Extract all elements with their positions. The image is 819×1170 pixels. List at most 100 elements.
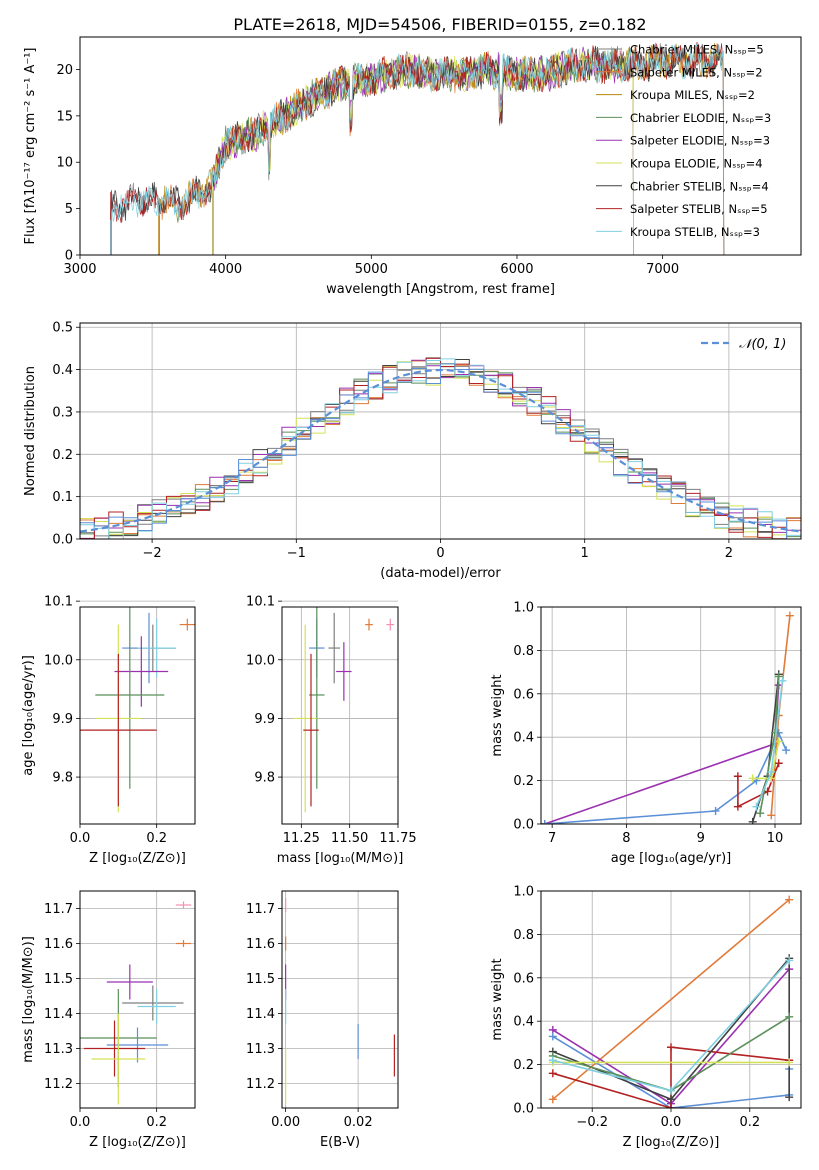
plot-area — [80, 357, 801, 539]
y-tick-label: 11.4 — [44, 1007, 73, 1022]
axes-frame — [79, 890, 196, 1109]
weight-marker — [733, 772, 742, 781]
y-tick-label: 0.0 — [513, 1102, 534, 1117]
y-tick-label: 10.0 — [246, 653, 275, 668]
y-tick-label: 0.6 — [513, 971, 534, 986]
y-tick-label: 1.0 — [513, 885, 534, 900]
y-tick-label: 10.1 — [246, 595, 275, 610]
errorbar-point — [95, 607, 165, 789]
weight-marker — [782, 746, 791, 755]
x-tick-label: 0.2 — [739, 1115, 760, 1130]
y-tick-label: 0.5 — [52, 321, 73, 336]
y-tick-label: 0.2 — [513, 1058, 534, 1073]
panel-mass_vs_Z: 0.0 0.2 11.2 11.3 11.4 11.5 11.6 11.7 Z [log₁₀(Z… — [21, 890, 196, 1150]
errorbar-point — [303, 653, 319, 807]
plot-area — [541, 611, 794, 824]
plot-area — [110, 41, 725, 255]
weight-marker — [774, 737, 783, 746]
errorbar-point — [328, 612, 340, 684]
x-tick-label: 11.75 — [379, 831, 416, 846]
weight-marker — [548, 1032, 557, 1041]
x-axis-label: age [log₁₀(age/yr)] — [611, 851, 732, 866]
axes-frame — [79, 36, 802, 256]
y-tick-label: 0.8 — [513, 928, 534, 943]
errorbar-point — [386, 618, 395, 631]
y-tick-label: 0.2 — [52, 448, 73, 463]
legend-label: Kroupa STELIB, Nₛₛₚ=3 — [630, 225, 760, 239]
x-axis-label: mass [log₁₀(M/M⊙)] — [277, 851, 404, 866]
y-tick-label: 11.3 — [44, 1042, 73, 1057]
x-tick-label: 0.0 — [70, 831, 91, 846]
y-tick-label: 9.9 — [254, 712, 275, 727]
y-tick-label: 10.1 — [44, 595, 73, 610]
histogram-step — [80, 363, 801, 539]
legend-label: Chabrier ELODIE, Nₛₛₚ=3 — [630, 111, 771, 125]
errorbar-point — [122, 985, 184, 1021]
panel-residuals: −2 −1 0 1 2 0.0 0.1 0.2 0.3 0.4 0.5 (data-model)/er… — [23, 321, 802, 581]
errorbar-point — [137, 989, 176, 1024]
legend-label: Chabrier MILES, Nₛₛₚ=5 — [630, 43, 764, 57]
x-tick-label: 10 — [767, 831, 784, 846]
x-axis-label: Z [log₁₀(Z/Z⊙)] — [89, 851, 186, 866]
x-tick-label: 2 — [725, 546, 733, 561]
axes-frame — [79, 606, 196, 825]
y-tick-label: 10 — [56, 156, 73, 171]
x-tick-label: 0.02 — [344, 1115, 373, 1130]
x-tick-label: 1 — [581, 546, 589, 561]
weight-line — [737, 762, 780, 808]
y-tick-label: 11.5 — [246, 972, 275, 987]
y-tick-label: 0.3 — [52, 405, 73, 420]
x-tick-label: 7000 — [646, 262, 679, 277]
weight-marker — [785, 611, 794, 620]
y-tick-label: 0.4 — [52, 363, 73, 378]
panel-weight_vs_age: 7 8 9 10 0.0 0.2 0.4 0.6 0.8 1.0 age [log₁₀(age/yr… — [490, 601, 802, 866]
errorbar-point — [106, 1027, 169, 1063]
x-axis-label: (data-model)/error — [380, 566, 501, 581]
x-tick-label: 0.2 — [146, 1115, 167, 1130]
weight-marker — [667, 1043, 675, 1052]
y-axis-label: mass weight — [490, 958, 505, 1040]
y-tick-label: 0.0 — [513, 818, 534, 833]
x-axis-label: Z [log₁₀(Z/Z⊙)] — [89, 1135, 186, 1150]
x-tick-label: 0.00 — [271, 1115, 300, 1130]
x-tick-label: −1 — [287, 546, 306, 561]
weight-marker — [667, 1086, 675, 1095]
weight-marker — [667, 1095, 675, 1104]
histogram-step — [80, 358, 801, 539]
weight-marker — [711, 806, 720, 815]
y-tick-label: 0.8 — [513, 644, 534, 659]
weight-marker — [733, 802, 742, 811]
x-tick-label: 0.0 — [661, 1115, 682, 1130]
panel-weight_vs_Z: −0.2 0.0 0.2 0.0 0.2 0.4 0.6 0.8 1.0 Z [log₁₀(Z/Z… — [490, 885, 802, 1150]
errorbar-point — [137, 618, 176, 678]
weight-marker — [756, 809, 765, 818]
errorbar-point — [179, 618, 195, 631]
x-tick-label: 11.25 — [283, 831, 320, 846]
weight-marker — [667, 1104, 675, 1108]
x-tick-label: 0 — [436, 546, 444, 561]
weight-marker — [785, 895, 794, 904]
errorbar-point — [114, 636, 169, 707]
normal-curve — [80, 368, 801, 533]
legend-label: Salpeter MILES, Nₛₛₚ=2 — [630, 65, 763, 79]
y-tick-label: 9.8 — [52, 771, 73, 786]
y-tick-label: 0.4 — [513, 1015, 534, 1030]
panel-age_vs_mass: 11.25 11.50 11.75 9.8 9.9 10.0 10.1 mass [log₁₀… — [246, 595, 417, 866]
weight-marker — [767, 811, 776, 820]
y-tick-label: 11.2 — [44, 1077, 73, 1092]
spectrum-line — [110, 42, 725, 255]
panel-mass_vs_EBV: 0.00 0.02 11.2 11.3 11.4 11.5 11.6 11.7 E(B-V) — [246, 890, 399, 1150]
weight-marker — [541, 820, 549, 824]
panel-spectrum: 3000 4000 5000 6000 7000 0 5 10 15 20 wavelength [… — [23, 36, 802, 297]
errorbar-point — [175, 901, 192, 909]
legend-label: Chabrier STELIB, Nₛₛₚ=4 — [630, 179, 769, 193]
figure-title: PLATE=2618, MJD=54506, FIBERID=0155, z=0… — [233, 15, 646, 34]
weight-marker — [548, 1095, 557, 1104]
errorbar-point — [175, 940, 192, 947]
x-tick-label: 6000 — [500, 262, 533, 277]
axes-frame — [540, 606, 802, 825]
spectrum-line — [212, 47, 634, 255]
x-axis-label: E(B-V) — [320, 1135, 360, 1150]
y-tick-label: 11.7 — [246, 902, 275, 917]
